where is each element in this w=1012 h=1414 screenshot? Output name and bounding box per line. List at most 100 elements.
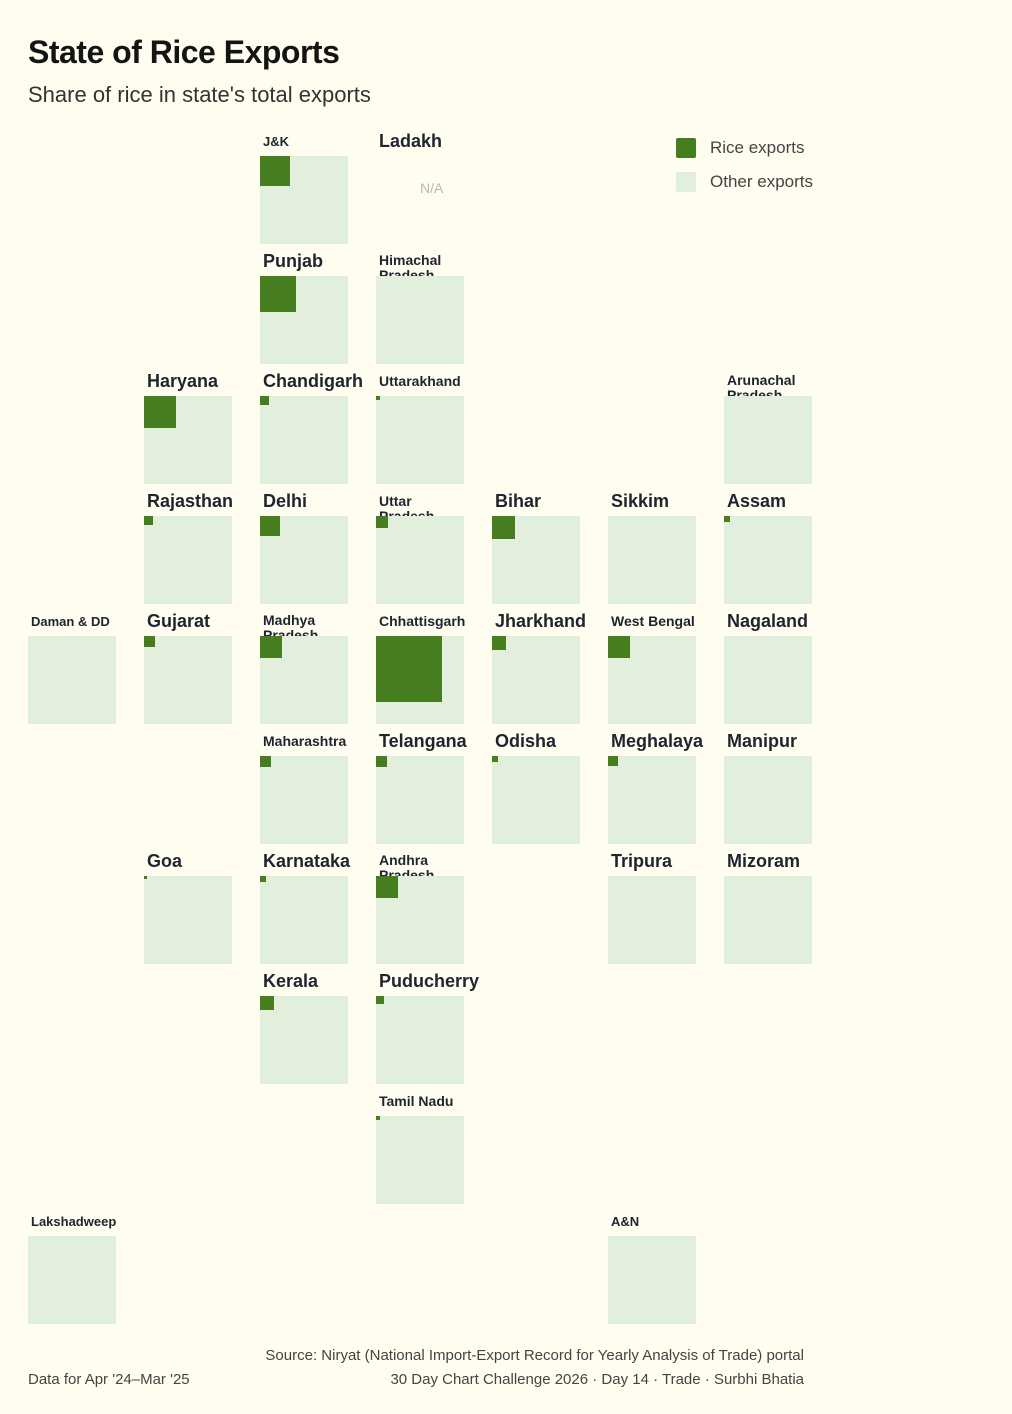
- tile-jharkhand: [492, 636, 580, 724]
- tile-puducherry: [376, 996, 464, 1084]
- chart-title: State of Rice Exports: [28, 34, 340, 70]
- legend-swatch-rice: [676, 138, 696, 158]
- tile-assam: [724, 516, 812, 604]
- tile-label-assam: Assam: [727, 491, 787, 511]
- tile-label-manipur: Manipur: [727, 731, 797, 751]
- tile-kerala: [260, 996, 348, 1084]
- tile-meghalaya: [608, 756, 696, 844]
- rice-share-telangana: [376, 756, 387, 767]
- tile-label-gujarat: Gujarat: [147, 611, 211, 631]
- tile-punjab: [260, 276, 348, 364]
- rice-share-west-bengal: [608, 636, 630, 658]
- tile-label-bihar: Bihar: [495, 491, 542, 511]
- tile-label-nagaland: Nagaland: [727, 611, 809, 631]
- footer-data-period: Data for Apr '24–Mar '25: [28, 1371, 190, 1388]
- rice-share-andhra-pradesh: [376, 876, 398, 898]
- tile-label-west-bengal: West Bengal: [611, 613, 695, 629]
- tile-telangana: [376, 756, 464, 844]
- tile-label-chhattisgarh: Chhattisgarh: [379, 613, 466, 629]
- tile-gujarat: [144, 636, 232, 724]
- tile-karnataka: [260, 876, 348, 964]
- rice-share-uttarakhand: [376, 396, 380, 400]
- tile-tamil-nadu: [376, 1116, 464, 1204]
- tile-label-daman-and-dd: Daman & DD: [31, 614, 110, 629]
- tile-uttar-pradesh: [376, 516, 464, 604]
- rice-share-goa: [144, 876, 147, 879]
- tile-haryana: [144, 396, 232, 484]
- tile-label-tamil-nadu: Tamil Nadu: [379, 1093, 454, 1109]
- rice-share-jandk: [260, 156, 290, 186]
- rice-share-madhya-pradesh: [260, 636, 282, 658]
- tile-rajasthan: [144, 516, 232, 604]
- legend-swatch-other: [676, 172, 696, 192]
- rice-share-odisha: [492, 756, 498, 762]
- tile-lakshadweep: [28, 1236, 116, 1324]
- tile-tripura: [608, 876, 696, 964]
- tile-uttarakhand: [376, 396, 464, 484]
- tile-bihar: [492, 516, 580, 604]
- legend-item-other: Other exports: [676, 172, 813, 192]
- tile-label-puducherry: Puducherry: [379, 971, 480, 991]
- tile-nagaland: [724, 636, 812, 724]
- legend-item-rice: Rice exports: [676, 138, 804, 158]
- footer-source: Source: Niryat (National Import-Export R…: [265, 1347, 804, 1364]
- tile-na-ladakh: N/A: [420, 180, 444, 196]
- tile-mizoram: [724, 876, 812, 964]
- tile-label-odisha: Odisha: [495, 731, 557, 751]
- tile-odisha: [492, 756, 580, 844]
- tile-label-jandk: J&K: [263, 134, 290, 149]
- chart-subtitle: Share of rice in state's total exports: [28, 82, 371, 107]
- tile-label-ladakh: Ladakh: [379, 131, 443, 151]
- tile-label-telangana: Telangana: [379, 731, 467, 751]
- tile-label-punjab: Punjab: [263, 251, 324, 271]
- tile-maharashtra: [260, 756, 348, 844]
- rice-share-jharkhand: [492, 636, 506, 650]
- rice-share-assam: [724, 516, 730, 522]
- tile-arunachal-pradesh: [724, 396, 812, 484]
- rice-share-gujarat: [144, 636, 155, 647]
- rice-share-karnataka: [260, 876, 266, 882]
- tile-daman-and-dd: [28, 636, 116, 724]
- tile-label-uttarakhand: Uttarakhand: [379, 373, 461, 389]
- tile-label-chandigarh: Chandigarh: [263, 371, 364, 391]
- tile-label-aandn: A&N: [611, 1214, 640, 1229]
- tile-label-mizoram: Mizoram: [727, 851, 801, 871]
- tile-aandn: [608, 1236, 696, 1324]
- tile-andhra-pradesh: [376, 876, 464, 964]
- footer-credit: 30 Day Chart Challenge 2026 · Day 14 · T…: [390, 1371, 804, 1388]
- legend-label-other: Other exports: [710, 172, 813, 191]
- tile-label-goa: Goa: [147, 851, 183, 871]
- tile-label-haryana: Haryana: [147, 371, 219, 391]
- rice-share-delhi: [260, 516, 280, 536]
- tile-sikkim: [608, 516, 696, 604]
- tile-manipur: [724, 756, 812, 844]
- tile-label-karnataka: Karnataka: [263, 851, 351, 871]
- tile-label-sikkim: Sikkim: [611, 491, 670, 511]
- tile-chhattisgarh: [376, 636, 464, 724]
- tile-label-rajasthan: Rajasthan: [147, 491, 234, 511]
- rice-share-bihar: [492, 516, 515, 539]
- tile-west-bengal: [608, 636, 696, 724]
- rice-share-kerala: [260, 996, 274, 1010]
- tile-label-delhi: Delhi: [263, 491, 308, 511]
- rice-share-rajasthan: [144, 516, 153, 525]
- tile-label-lakshadweep: Lakshadweep: [31, 1214, 117, 1229]
- tile-madhya-pradesh: [260, 636, 348, 724]
- rice-share-haryana: [144, 396, 176, 428]
- rice-share-maharashtra: [260, 756, 271, 767]
- tile-label-maharashtra: Maharashtra: [263, 733, 347, 749]
- tile-label-jharkhand: Jharkhand: [495, 611, 587, 631]
- tile-label-kerala: Kerala: [263, 971, 319, 991]
- rice-share-tamil-nadu: [376, 1116, 380, 1120]
- tile-jandk: [260, 156, 348, 244]
- rice-share-punjab: [260, 276, 296, 312]
- tile-himachal-pradesh: [376, 276, 464, 364]
- tile-chandigarh: [260, 396, 348, 484]
- tile-goa: [144, 876, 232, 964]
- rice-share-uttar-pradesh: [376, 516, 388, 528]
- rice-share-chandigarh: [260, 396, 269, 405]
- tile-label-meghalaya: Meghalaya: [611, 731, 704, 751]
- tile-delhi: [260, 516, 348, 604]
- legend-label-rice: Rice exports: [710, 138, 805, 157]
